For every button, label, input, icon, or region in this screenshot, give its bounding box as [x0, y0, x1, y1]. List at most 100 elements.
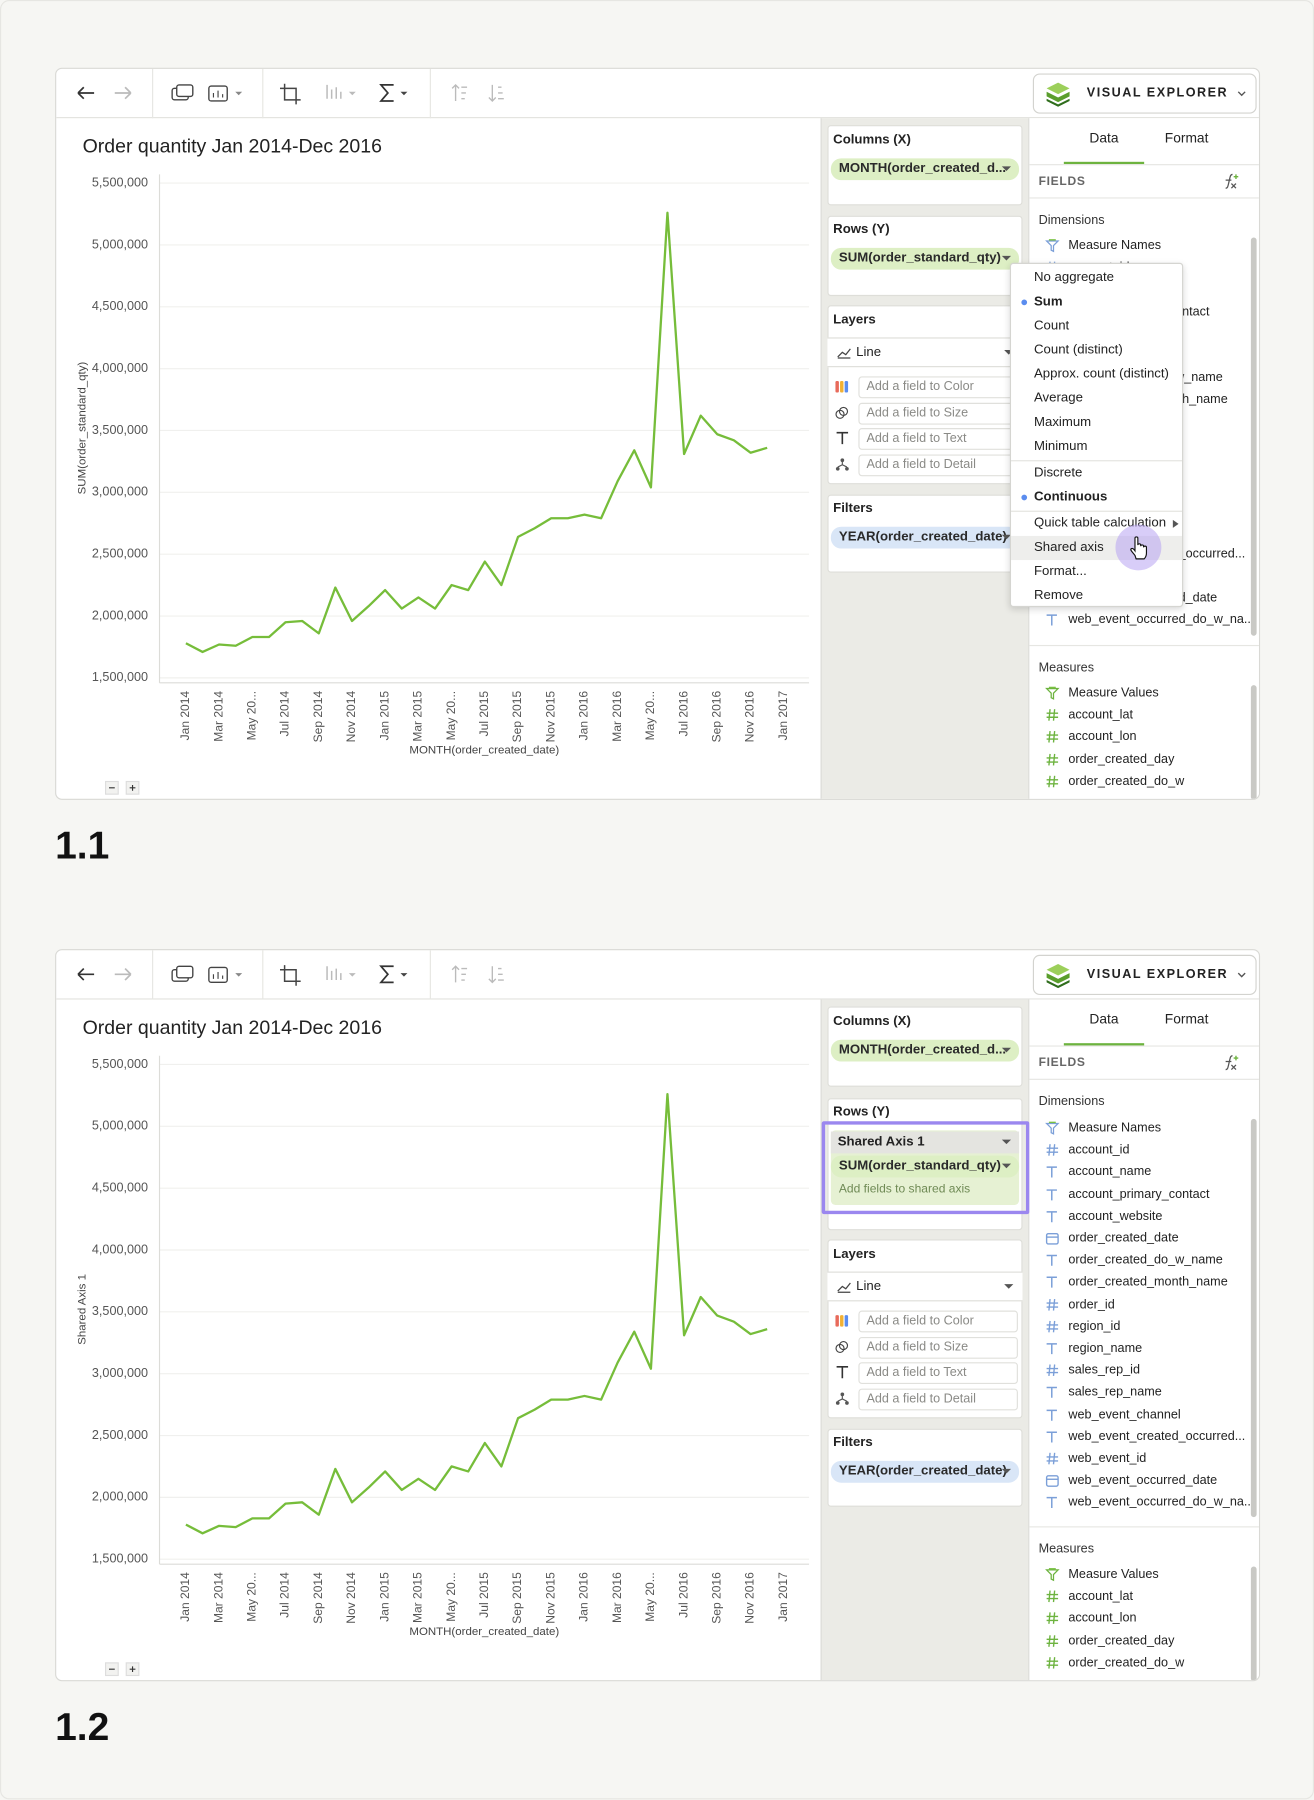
encoding-input[interactable]: Add a field to Detail — [858, 1388, 1018, 1411]
x-tick-label: Jul 2014 — [278, 691, 292, 737]
dimension-field[interactable]: region_id — [1068, 1319, 1121, 1334]
toolbar-icons-part — [212, 90, 224, 98]
dimension-field[interactable]: order_created_month_name — [1068, 1275, 1228, 1290]
panel-tab[interactable]: Format — [1164, 129, 1209, 146]
menu-item[interactable]: Shared axis — [1033, 540, 1104, 555]
encoding-input[interactable]: Add a field to Text — [858, 1362, 1018, 1385]
field-icon — [1046, 1254, 1057, 1267]
field-pill[interactable]: SUM(order_standard_qty) — [830, 1155, 1020, 1178]
submenu-arrow — [1172, 519, 1179, 528]
measure-field[interactable]: order_created_do_w — [1068, 774, 1185, 789]
x-tick-label: Jul 2015 — [477, 1572, 491, 1618]
field-icon — [1046, 1497, 1057, 1509]
dimension-field[interactable]: Measure Names — [1068, 238, 1162, 253]
dimension-field[interactable]: account_name — [1068, 1165, 1152, 1180]
y-tick-label: 3,500,000 — [92, 1304, 148, 1318]
app-logo-part — [1046, 980, 1070, 989]
x-tick-label: Jan 2017 — [776, 1572, 790, 1622]
measure-field[interactable]: order_created_do_w — [1068, 1655, 1185, 1670]
field-icon — [1046, 753, 1059, 766]
y-tick-label: 2,500,000 — [92, 1428, 148, 1442]
menu-item[interactable]: Discrete — [1033, 465, 1083, 480]
encoding-input[interactable]: Add a field to Color — [858, 376, 1018, 399]
field-icon-part — [1046, 1166, 1057, 1178]
encoding-input[interactable]: Add a field to Color — [858, 1310, 1018, 1333]
menu-item[interactable]: Maximum — [1033, 415, 1092, 430]
menu-item[interactable]: Minimum — [1033, 439, 1088, 454]
field-icon-part — [1046, 1431, 1057, 1443]
dimension-field[interactable]: account_id — [1068, 1143, 1130, 1157]
app-button[interactable]: VISUAL EXPLORER — [1032, 954, 1257, 995]
dimension-field[interactable]: account_primary_contact — [1068, 1187, 1210, 1202]
encoding-icon-part — [844, 381, 849, 393]
measure-field[interactable]: order_created_day — [1068, 1633, 1175, 1648]
field-icon-part — [1046, 1276, 1057, 1289]
measure-field[interactable]: Measure Values — [1068, 1567, 1159, 1582]
section-title: Measures — [1038, 661, 1095, 675]
encoding-input[interactable]: Add a field to Detail — [858, 454, 1018, 477]
menu-item[interactable]: Average — [1033, 391, 1083, 406]
dimension-field[interactable]: Measure Names — [1068, 1121, 1162, 1135]
measure-field[interactable]: account_lat — [1068, 708, 1133, 723]
app-button-label: VISUAL EXPLORER — [1086, 967, 1229, 982]
menu-item[interactable]: Remove — [1033, 588, 1084, 603]
dimension-field[interactable]: sales_rep_id — [1068, 1363, 1140, 1378]
measure-field[interactable]: Measure Values — [1068, 686, 1159, 701]
field-pill[interactable]: YEAR(order_created_date) — [830, 1460, 1020, 1483]
dropdown-caret — [1001, 1139, 1012, 1145]
field-icon-part — [1046, 1254, 1057, 1267]
dimension-field[interactable]: order_created_date — [1068, 1231, 1179, 1246]
shared-axis-highlight — [821, 1121, 1030, 1215]
field-icon-part — [1046, 1590, 1059, 1603]
menu-item[interactable]: Format... — [1033, 564, 1087, 579]
mark-type-select[interactable] — [827, 1271, 1023, 1302]
panel-tab[interactable]: Format — [1164, 1011, 1209, 1028]
toolbar-icons-part — [208, 966, 228, 984]
x-tick-label: May 20... — [245, 691, 259, 740]
field-pill[interactable]: SUM(order_standard_qty) — [830, 247, 1020, 270]
measure-field[interactable]: account_lon — [1068, 730, 1137, 745]
measure-field[interactable]: order_created_day — [1068, 752, 1175, 767]
dimension-field[interactable]: order_id — [1068, 1297, 1115, 1312]
measure-field[interactable]: account_lat — [1068, 1589, 1133, 1604]
encoding-input[interactable]: Add a field to Size — [858, 402, 1018, 425]
field-pill[interactable]: MONTH(order_created_d... — [830, 158, 1020, 181]
app-logo-part — [1046, 98, 1070, 107]
encoding-input[interactable]: Add a field to Size — [858, 1336, 1018, 1359]
panel-tab[interactable]: Data — [1089, 129, 1119, 146]
field-pill[interactable]: YEAR(order_created_date) — [830, 526, 1020, 549]
encoding-icon — [835, 1315, 849, 1327]
mark-type-select[interactable] — [827, 337, 1023, 368]
menu-item[interactable]: Approx. count (distinct) — [1033, 367, 1169, 382]
dimension-field[interactable]: web_event_occurred_do_w_na... — [1068, 613, 1255, 628]
dimension-field[interactable]: web_event_channel — [1068, 1407, 1181, 1422]
field-icon — [1045, 1232, 1059, 1245]
encoding-icon-part — [835, 381, 839, 393]
menu-item[interactable]: Sum — [1033, 294, 1063, 309]
fields-title: FIELDS — [1038, 1055, 1086, 1070]
dimension-field[interactable]: region_name — [1068, 1341, 1143, 1356]
menu-item[interactable]: Count (distinct) — [1033, 343, 1123, 357]
menu-item[interactable]: Continuous — [1033, 490, 1108, 504]
menu-item[interactable]: Count — [1033, 319, 1070, 333]
encoding-icon — [835, 1340, 849, 1354]
panel-tab[interactable]: Data — [1089, 1011, 1119, 1028]
encoding-input[interactable]: Add a field to Text — [858, 428, 1018, 450]
menu-item[interactable]: No aggregate — [1033, 270, 1114, 285]
dimension-field[interactable]: web_event_created_occurred... — [1068, 1429, 1246, 1444]
measure-field[interactable]: account_lon — [1068, 1611, 1137, 1626]
section-title: Dimensions — [1038, 213, 1105, 228]
y-tick-label: 3,000,000 — [92, 1366, 148, 1380]
dimension-field[interactable]: account_website — [1068, 1209, 1163, 1224]
field-pill[interactable]: MONTH(order_created_d... — [830, 1039, 1020, 1062]
dimension-field[interactable]: web_event_id — [1068, 1451, 1147, 1466]
toolbar — [56, 950, 1259, 1000]
dimension-field[interactable]: web_event_occurred_date — [1068, 1473, 1218, 1488]
dimension-field[interactable]: web_event_occurred_do_w_na... — [1068, 1495, 1255, 1510]
dimension-field[interactable]: order_created_do_w_name — [1068, 1253, 1223, 1268]
dimension-field[interactable]: sales_rep_name — [1068, 1385, 1162, 1400]
app-button[interactable]: VISUAL EXPLORER — [1032, 73, 1257, 114]
field-icon — [1046, 614, 1057, 626]
